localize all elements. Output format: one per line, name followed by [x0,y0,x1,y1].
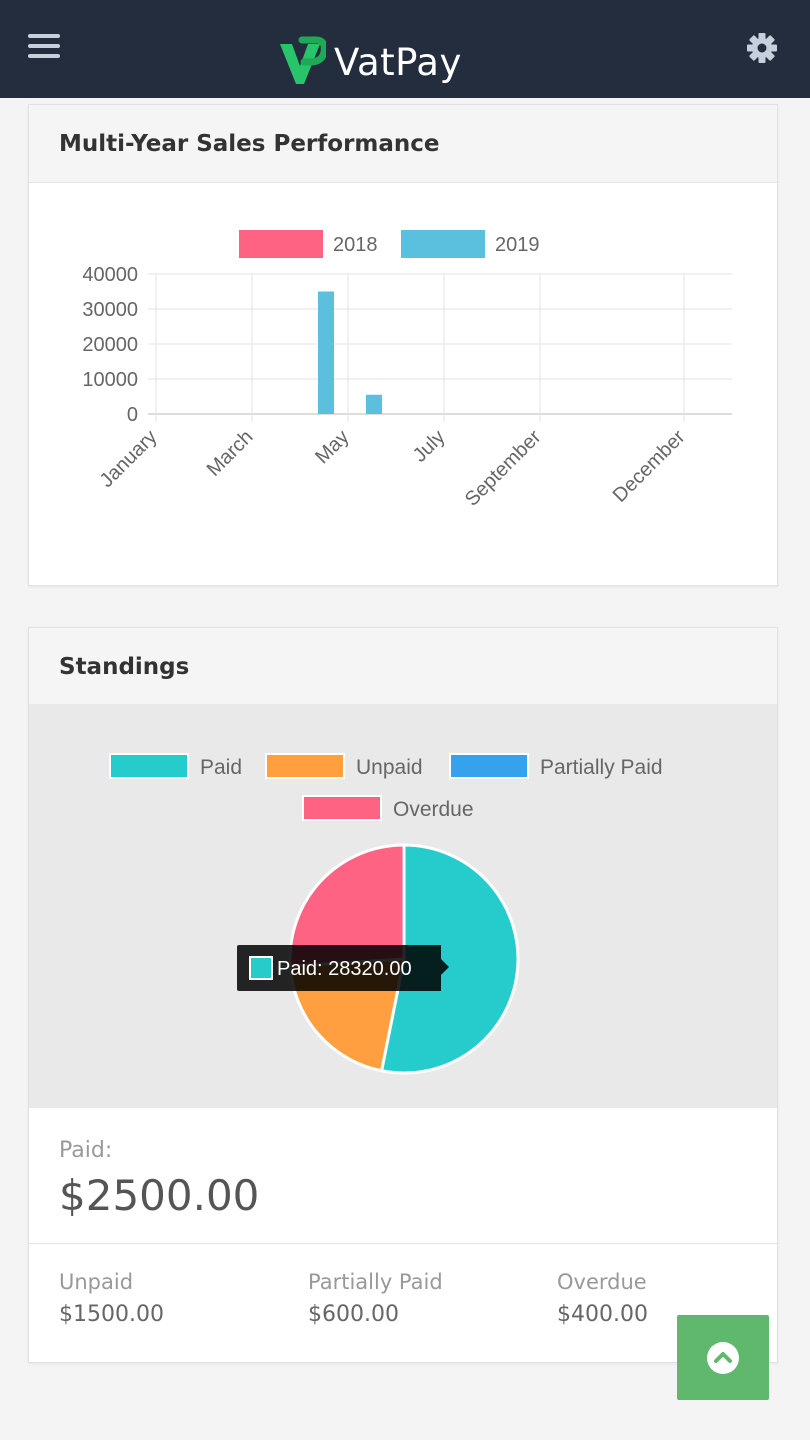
legend-swatch-2019[interactable] [401,230,485,258]
chevron-up-circle-icon [707,1341,739,1374]
menu-icon[interactable] [28,34,60,62]
paid-summary: Paid: $2500.00 [59,1138,259,1220]
pie-tooltip: Paid: 28320.00 [237,945,449,991]
tooltip-text: Paid: 28320.00 [277,958,412,980]
y-tick-label: 40000 [82,264,138,286]
y-tick-label: 10000 [82,369,138,391]
unpaid-summary-value: $1500.00 [59,1302,164,1327]
legend-label-partially-paid[interactable]: Partially Paid [540,756,663,779]
tooltip-box [237,945,449,991]
standings-chart-container: Paid Unpaid Partially Paid Overdue Paid: 283… [29,704,777,1108]
standings-pie-chart: Paid Unpaid Partially Paid Overdue Paid: 283… [109,753,663,1075]
sales-chart-container: 2018 2019 0 10000 20000 30000 40000 January Marc… [29,184,777,588]
sales-card-header: Multi-Year Sales Performance [29,105,777,183]
legend-swatch-partially-paid[interactable] [449,753,529,779]
pie-slice-paid[interactable] [379,843,520,1075]
y-tick-label: 30000 [82,299,138,321]
partial-summary-value: $600.00 [308,1302,399,1327]
x-tick-label: May [311,426,353,468]
x-tick-label: September [461,426,546,511]
sales-performance-card: Multi-Year Sales Performance 2018 2019 0 10… [28,104,778,586]
summary-divider [29,1243,777,1244]
standings-card: Standings Paid Unpaid Partially Paid Overdu… [28,627,778,1363]
legend-swatch-paid[interactable] [109,753,189,779]
partial-summary: Partially Paid $600.00 [308,1270,443,1327]
scroll-to-top-button[interactable] [677,1315,769,1400]
paid-summary-label: Paid: [59,1138,113,1163]
bar-2019-May[interactable] [366,394,382,414]
legend-label-unpaid[interactable]: Unpaid [356,756,423,779]
y-tick-label: 20000 [82,334,138,356]
x-tick-label: March [203,426,258,481]
paid-summary-value: $2500.00 [59,1171,260,1220]
overdue-summary-label: Overdue [557,1270,647,1294]
unpaid-summary: Unpaid $1500.00 [59,1270,164,1327]
brand[interactable]: VatPay [276,36,462,88]
standings-card-title: Standings [59,653,190,680]
y-tick-label: 0 [127,404,138,426]
tooltip-swatch [249,956,273,980]
x-tick-label: January [96,426,162,492]
legend-swatch-2018[interactable] [239,230,323,258]
unpaid-summary-label: Unpaid [59,1270,134,1294]
legend-label-paid[interactable]: Paid [200,756,242,779]
legend-swatch-unpaid[interactable] [265,753,345,779]
overdue-summary-value: $400.00 [557,1302,648,1327]
overdue-summary: Overdue $400.00 [557,1270,648,1327]
vatpay-logo-icon [280,36,326,84]
x-tick-label: December [609,426,690,507]
legend-swatch-overdue[interactable] [302,795,382,821]
top-navbar: VatPay [0,0,810,98]
gear-icon[interactable] [744,30,780,66]
partial-summary-label: Partially Paid [308,1270,443,1294]
brand-name: VatPay [334,40,462,84]
legend-label-2018[interactable]: 2018 [333,234,378,256]
sales-card-title: Multi-Year Sales Performance [59,130,440,157]
x-tick-label: July [409,426,450,467]
bar-2019-April[interactable] [318,291,334,415]
legend-label-2019[interactable]: 2019 [495,234,540,256]
sales-bar-chart: 2018 2019 0 10000 20000 30000 40000 January Marc… [82,230,732,511]
legend-label-overdue[interactable]: Overdue [393,798,474,821]
standings-card-header: Standings [29,628,777,706]
